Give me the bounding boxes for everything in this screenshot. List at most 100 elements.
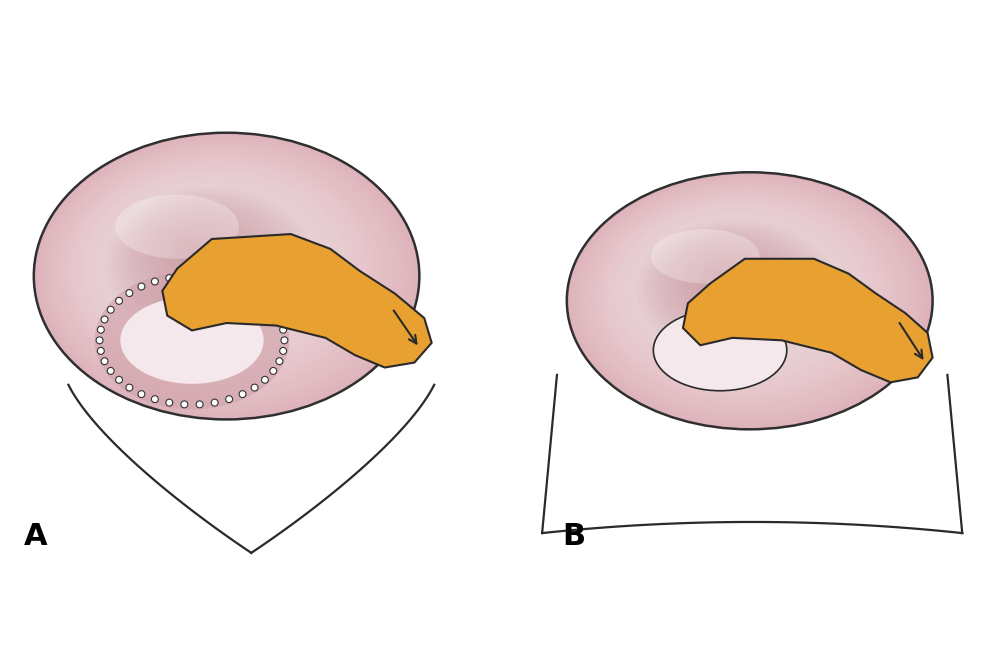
- Circle shape: [166, 399, 173, 406]
- Ellipse shape: [174, 238, 218, 271]
- Circle shape: [115, 298, 122, 304]
- Circle shape: [97, 326, 104, 333]
- Circle shape: [239, 283, 246, 290]
- Ellipse shape: [698, 261, 751, 298]
- Ellipse shape: [637, 220, 836, 359]
- Ellipse shape: [611, 202, 872, 385]
- Ellipse shape: [620, 208, 860, 377]
- Ellipse shape: [607, 199, 878, 390]
- Circle shape: [138, 283, 145, 290]
- Ellipse shape: [602, 196, 884, 395]
- Ellipse shape: [685, 253, 769, 311]
- Ellipse shape: [56, 150, 386, 395]
- Ellipse shape: [716, 273, 726, 281]
- Ellipse shape: [585, 184, 908, 412]
- Ellipse shape: [703, 264, 745, 294]
- Ellipse shape: [129, 204, 283, 318]
- Circle shape: [151, 278, 158, 285]
- Circle shape: [115, 376, 122, 383]
- Circle shape: [270, 306, 276, 313]
- Circle shape: [276, 358, 283, 365]
- Circle shape: [97, 348, 104, 354]
- Ellipse shape: [183, 245, 205, 261]
- Circle shape: [251, 384, 258, 391]
- Circle shape: [107, 367, 114, 374]
- Ellipse shape: [707, 267, 739, 289]
- Circle shape: [281, 337, 288, 344]
- Circle shape: [101, 316, 108, 323]
- Ellipse shape: [61, 153, 380, 391]
- Ellipse shape: [47, 143, 399, 405]
- Circle shape: [138, 391, 145, 398]
- Ellipse shape: [115, 195, 239, 259]
- Circle shape: [107, 306, 114, 313]
- Ellipse shape: [79, 167, 354, 371]
- Ellipse shape: [34, 133, 419, 419]
- Ellipse shape: [646, 226, 823, 350]
- Circle shape: [166, 275, 173, 281]
- Ellipse shape: [576, 178, 921, 421]
- Circle shape: [126, 384, 133, 391]
- Polygon shape: [683, 259, 933, 382]
- Ellipse shape: [106, 187, 315, 342]
- Circle shape: [270, 367, 276, 374]
- Ellipse shape: [663, 238, 799, 333]
- Ellipse shape: [628, 214, 848, 368]
- Text: A: A: [24, 523, 48, 551]
- Ellipse shape: [594, 190, 896, 403]
- Ellipse shape: [567, 173, 933, 429]
- Circle shape: [126, 290, 133, 296]
- Ellipse shape: [97, 180, 328, 352]
- Circle shape: [196, 401, 203, 408]
- Ellipse shape: [138, 211, 270, 309]
- Ellipse shape: [694, 258, 757, 302]
- Ellipse shape: [160, 228, 237, 285]
- Ellipse shape: [124, 201, 289, 324]
- Ellipse shape: [34, 133, 419, 419]
- Circle shape: [211, 399, 218, 406]
- Ellipse shape: [151, 221, 250, 294]
- Ellipse shape: [651, 229, 760, 283]
- Ellipse shape: [120, 297, 263, 384]
- Circle shape: [239, 391, 246, 398]
- Ellipse shape: [672, 243, 787, 324]
- Polygon shape: [162, 234, 431, 368]
- Ellipse shape: [655, 232, 811, 342]
- Text: B: B: [562, 523, 585, 551]
- Ellipse shape: [712, 270, 732, 285]
- Ellipse shape: [74, 163, 361, 376]
- Ellipse shape: [178, 241, 211, 266]
- Circle shape: [225, 396, 232, 402]
- Ellipse shape: [92, 177, 335, 357]
- Ellipse shape: [624, 211, 854, 372]
- Circle shape: [211, 275, 218, 281]
- Ellipse shape: [567, 173, 933, 429]
- Circle shape: [279, 348, 286, 354]
- Ellipse shape: [102, 184, 322, 348]
- Ellipse shape: [589, 187, 902, 408]
- Ellipse shape: [115, 194, 302, 333]
- Circle shape: [279, 326, 286, 333]
- Ellipse shape: [120, 197, 296, 328]
- Ellipse shape: [95, 271, 289, 409]
- Circle shape: [181, 273, 188, 280]
- Ellipse shape: [572, 175, 927, 425]
- Ellipse shape: [598, 193, 890, 398]
- Ellipse shape: [668, 240, 793, 329]
- Ellipse shape: [187, 248, 198, 256]
- Ellipse shape: [690, 255, 763, 307]
- Ellipse shape: [654, 310, 787, 391]
- Ellipse shape: [580, 181, 914, 416]
- Circle shape: [196, 273, 203, 280]
- Ellipse shape: [70, 160, 367, 381]
- Ellipse shape: [165, 231, 231, 280]
- Ellipse shape: [52, 146, 393, 400]
- Ellipse shape: [677, 247, 781, 320]
- Ellipse shape: [38, 136, 412, 415]
- Ellipse shape: [83, 170, 348, 367]
- Circle shape: [251, 290, 258, 296]
- Circle shape: [101, 358, 108, 365]
- Ellipse shape: [133, 207, 276, 314]
- Polygon shape: [68, 385, 434, 553]
- Ellipse shape: [65, 156, 373, 386]
